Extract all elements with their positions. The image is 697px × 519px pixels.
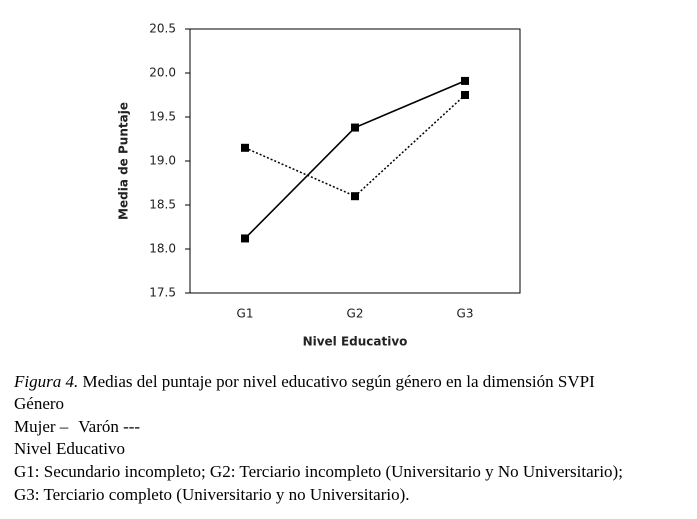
x-tick-label: G3 — [457, 307, 474, 321]
figure-label: Figura 4. — [13, 372, 78, 391]
point-marker — [351, 192, 359, 201]
groups-title: Nivel Educativo — [14, 439, 125, 458]
legend: Mujer – Varón --- — [14, 417, 140, 436]
legend-symbol: --- — [123, 417, 140, 436]
groups-line: G1: Secundario incompleto; G2: Terciario… — [14, 462, 623, 481]
legend-entry: Mujer — [14, 417, 56, 436]
y-tick-label: 20.0 — [149, 66, 176, 80]
point-marker — [461, 76, 469, 85]
plot-frame — [189, 28, 521, 294]
groups-line: G3: Terciario completo (Universitario y … — [14, 485, 410, 504]
x-tick-label: G1 — [237, 307, 254, 321]
y-tick-label: 18.5 — [149, 198, 176, 212]
legend-symbol: – — [59, 417, 69, 436]
point-marker — [241, 143, 249, 152]
caption-line: Figura 4. Medias del puntaje por nivel e… — [13, 372, 595, 391]
x-tick-label: G2 — [347, 307, 364, 321]
series-line — [244, 94, 466, 198]
point-marker — [351, 123, 359, 132]
y-tick-label: 20.5 — [149, 22, 176, 36]
legend-entry: Varón — [78, 417, 119, 436]
y-axis-label: Media de Puntaje — [117, 102, 131, 220]
y-tick-label: 19.5 — [149, 110, 176, 124]
point-marker — [241, 234, 249, 243]
legend-title: Género — [14, 394, 64, 413]
y-tick-label: 17.5 — [149, 286, 176, 300]
y-tick-label: 19.0 — [149, 154, 176, 168]
series-line — [244, 80, 466, 240]
y-tick-label: 18.0 — [149, 242, 176, 256]
x-axis-label: Nivel Educativo — [303, 335, 408, 349]
point-marker — [461, 91, 469, 99]
figure-text: Medias del puntaje por nivel educativo s… — [82, 372, 595, 391]
